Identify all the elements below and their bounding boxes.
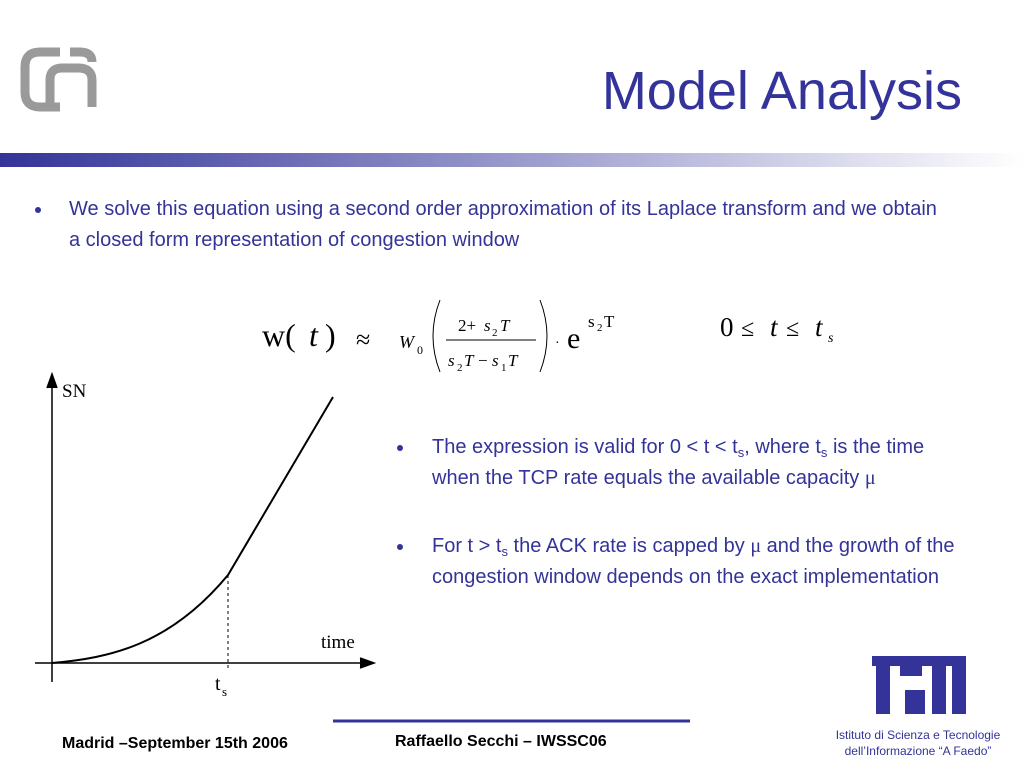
bullet: We solve this equation using a second or… <box>69 198 937 251</box>
eq-part: s <box>492 351 499 370</box>
footer-center: Raffaello Secchi – IWSSC06 <box>395 733 607 750</box>
marker-label: t <box>215 673 221 695</box>
eq-part: 2 <box>457 362 463 374</box>
eq-part: − <box>478 351 488 370</box>
text: The expression is valid for 0 < t < t <box>432 436 738 458</box>
eq-part: 2+ <box>458 316 476 335</box>
eq-part: T <box>500 316 511 335</box>
eq-part: W <box>399 332 416 352</box>
eq-part: t <box>309 317 319 353</box>
sub: s <box>501 544 508 559</box>
eq-part: t <box>815 312 824 342</box>
eq-part: s <box>448 351 455 370</box>
eq-part: 2 <box>597 322 603 334</box>
text: μ <box>864 467 876 489</box>
text: For t > t <box>432 535 502 557</box>
y-label: SN <box>62 381 87 402</box>
eq-part: 2 <box>492 327 498 339</box>
bullet: For t > ts the ACK rate is capped by μ a… <box>432 531 977 593</box>
bullet-dot <box>35 207 41 213</box>
eq-part: s <box>484 316 491 335</box>
eq-part: 1 <box>501 362 507 374</box>
text: is the time when the TCP rate equals the… <box>432 436 925 489</box>
text: μ <box>750 535 762 557</box>
bullet: The expression is valid for 0 < t < ts, … <box>432 432 977 494</box>
text: the ACK rate is capped by <box>507 535 751 557</box>
sub: s <box>737 445 745 460</box>
eq-part: ≤ <box>786 316 799 342</box>
isti-logo <box>872 656 966 714</box>
institute: Istituto di Scienza e Tecnologie <box>835 728 1001 742</box>
header-bar <box>0 153 1024 167</box>
bullet-dot <box>397 445 403 451</box>
x-label: time <box>321 632 355 653</box>
eq-part: ≈ <box>356 325 370 354</box>
footer-left: Madrid –September 15th 2006 <box>62 735 288 752</box>
graph-axes <box>35 371 377 682</box>
eq-part: 0 <box>417 343 423 357</box>
institute: dell’Informazione “A Faedo” <box>844 744 992 758</box>
cnr-logo <box>20 47 97 112</box>
eq-part: w( <box>262 317 296 353</box>
eq-part: s <box>588 312 595 331</box>
eq-part: · <box>555 336 560 351</box>
eq-part: T <box>604 312 615 331</box>
text: , where t <box>744 436 821 458</box>
title: Model Analysis <box>601 61 962 121</box>
eq-part: e <box>567 322 580 355</box>
eq-part: s <box>828 331 834 346</box>
eq-part: ≤ <box>741 316 754 342</box>
eq-part: 0 <box>720 312 734 342</box>
bullet-dot <box>397 544 403 550</box>
sub: s <box>820 445 828 460</box>
curve <box>51 396 334 664</box>
eq-part: T <box>464 351 475 370</box>
eq-part: ) <box>325 317 336 353</box>
marker-label: s <box>222 684 227 699</box>
equation: w( t ) ≈ W 0 2+ s 2 T s 2 T − s 1 T · e … <box>262 299 834 374</box>
eq-part: T <box>508 351 519 370</box>
eq-part: t <box>770 312 779 342</box>
text: and the growth of the congestion window … <box>432 535 955 588</box>
